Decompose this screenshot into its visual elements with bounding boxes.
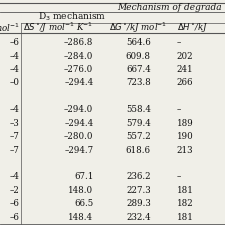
Text: Mechanism of degrada: Mechanism of degrada: [117, 3, 222, 12]
Text: 557.2: 557.2: [126, 132, 151, 141]
Text: –: –: [177, 38, 181, 47]
Text: 227.3: 227.3: [126, 186, 151, 195]
Text: 723.8: 723.8: [126, 79, 151, 88]
Text: –7: –7: [9, 146, 19, 155]
Text: –286.8: –286.8: [64, 38, 93, 47]
Text: –0: –0: [9, 79, 19, 88]
Text: –4: –4: [9, 172, 19, 181]
Text: –2: –2: [9, 186, 19, 195]
Text: –: –: [177, 172, 181, 181]
Text: 213: 213: [177, 146, 193, 155]
Text: –284.0: –284.0: [64, 52, 93, 61]
Text: 67.1: 67.1: [74, 172, 93, 181]
Text: –6: –6: [9, 213, 19, 222]
Text: –294.7: –294.7: [64, 146, 93, 155]
Text: –4: –4: [9, 105, 19, 114]
Text: –294.4: –294.4: [64, 119, 93, 128]
Text: 564.6: 564.6: [126, 38, 151, 47]
Text: 558.4: 558.4: [126, 105, 151, 114]
Text: –6: –6: [9, 38, 19, 47]
Text: $\Delta G^{\circ}$/kJ mol$^{-1}$: $\Delta G^{\circ}$/kJ mol$^{-1}$: [109, 20, 167, 35]
Text: 609.8: 609.8: [126, 52, 151, 61]
Text: 66.5: 66.5: [74, 199, 93, 208]
Text: 618.6: 618.6: [126, 146, 151, 155]
Text: –3: –3: [9, 119, 19, 128]
Text: 202: 202: [177, 52, 193, 61]
Text: –276.0: –276.0: [64, 65, 93, 74]
Text: –4: –4: [9, 52, 19, 61]
Text: 182: 182: [177, 199, 193, 208]
Text: –7: –7: [9, 132, 19, 141]
Text: mol$^{-1}$: mol$^{-1}$: [0, 21, 19, 34]
Text: 148.4: 148.4: [68, 213, 93, 222]
Text: –: –: [177, 105, 181, 114]
Text: $\Delta S^{\circ}$/J mol$^{-1}$ K$^{-1}$: $\Delta S^{\circ}$/J mol$^{-1}$ K$^{-1}$: [23, 20, 93, 35]
Text: 579.4: 579.4: [126, 119, 151, 128]
Text: –4: –4: [9, 65, 19, 74]
Text: 266: 266: [177, 79, 193, 88]
Text: –294.4: –294.4: [64, 79, 93, 88]
Text: 181: 181: [177, 186, 194, 195]
Text: –6: –6: [9, 199, 19, 208]
Text: 232.4: 232.4: [126, 213, 151, 222]
Text: 181: 181: [177, 213, 194, 222]
Text: 667.4: 667.4: [126, 65, 151, 74]
Text: D$_3$ mechanism: D$_3$ mechanism: [38, 11, 106, 23]
Text: –280.0: –280.0: [64, 132, 93, 141]
Text: 236.2: 236.2: [126, 172, 151, 181]
Text: 190: 190: [177, 132, 193, 141]
Text: 148.0: 148.0: [68, 186, 93, 195]
Text: –294.0: –294.0: [64, 105, 93, 114]
Text: 189: 189: [177, 119, 193, 128]
Text: $\Delta H^{\circ}$/kJ: $\Delta H^{\circ}$/kJ: [177, 21, 208, 34]
Text: 289.3: 289.3: [126, 199, 151, 208]
Text: 241: 241: [177, 65, 193, 74]
